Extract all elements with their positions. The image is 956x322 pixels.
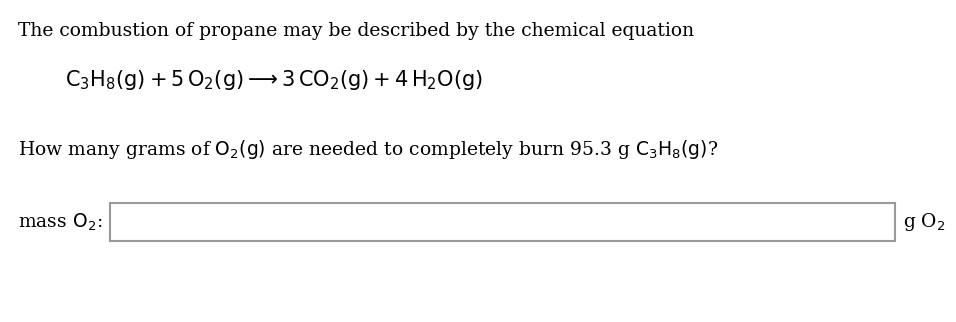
Text: How many grams of $\mathrm{O_2(g)}$ are needed to completely burn 95.3 g $\mathr: How many grams of $\mathrm{O_2(g)}$ are … <box>18 138 718 161</box>
Text: The combustion of propane may be described by the chemical equation: The combustion of propane may be describ… <box>18 22 694 40</box>
Text: $\mathrm{C_3H_8(g) + 5\,O_2(g) \longrightarrow 3\,CO_2(g) + 4\,H_2O(g)}$: $\mathrm{C_3H_8(g) + 5\,O_2(g) \longrigh… <box>65 68 483 92</box>
Text: g O$_2$: g O$_2$ <box>903 211 945 233</box>
Text: mass $\mathrm{O_2}$:: mass $\mathrm{O_2}$: <box>18 211 102 233</box>
FancyBboxPatch shape <box>110 203 895 241</box>
